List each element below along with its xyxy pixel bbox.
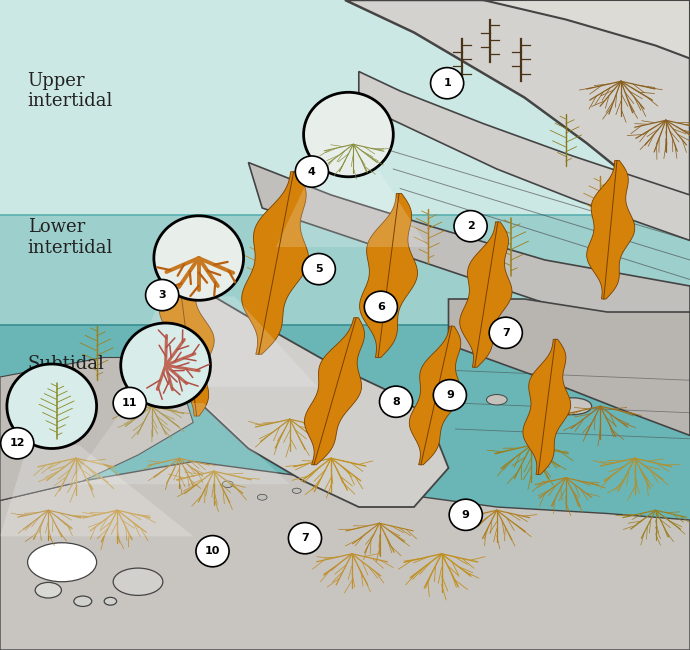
- Circle shape: [196, 536, 229, 567]
- Circle shape: [380, 386, 413, 417]
- Circle shape: [454, 211, 487, 242]
- Circle shape: [7, 364, 97, 448]
- Text: 9: 9: [462, 510, 470, 520]
- Polygon shape: [359, 72, 690, 240]
- Circle shape: [304, 92, 393, 177]
- Polygon shape: [523, 339, 571, 474]
- Polygon shape: [409, 326, 461, 465]
- Ellipse shape: [257, 494, 267, 500]
- Circle shape: [449, 499, 482, 530]
- Text: Upper
intertidal: Upper intertidal: [28, 72, 113, 110]
- Circle shape: [121, 323, 210, 408]
- Text: 9: 9: [446, 390, 454, 400]
- Ellipse shape: [113, 568, 163, 595]
- Ellipse shape: [222, 481, 233, 488]
- Ellipse shape: [292, 488, 301, 493]
- Ellipse shape: [35, 582, 61, 598]
- Text: 7: 7: [502, 328, 510, 338]
- FancyBboxPatch shape: [0, 214, 690, 650]
- Circle shape: [431, 68, 464, 99]
- Text: 8: 8: [392, 396, 400, 407]
- Text: 3: 3: [158, 290, 166, 300]
- Text: 6: 6: [377, 302, 385, 312]
- Ellipse shape: [104, 597, 117, 605]
- Text: 1: 1: [443, 78, 451, 88]
- Text: 12: 12: [10, 438, 25, 448]
- Text: Lower
intertidal: Lower intertidal: [28, 218, 113, 257]
- FancyBboxPatch shape: [0, 325, 690, 650]
- Circle shape: [302, 254, 335, 285]
- Circle shape: [364, 291, 397, 322]
- Polygon shape: [159, 261, 214, 416]
- Circle shape: [433, 380, 466, 411]
- Circle shape: [288, 523, 322, 554]
- Text: 2: 2: [466, 221, 475, 231]
- Polygon shape: [345, 0, 690, 227]
- Circle shape: [113, 387, 146, 419]
- Polygon shape: [460, 222, 512, 367]
- Text: 4: 4: [308, 166, 316, 177]
- Ellipse shape: [74, 596, 92, 606]
- Polygon shape: [276, 172, 428, 247]
- Text: 11: 11: [122, 398, 137, 408]
- Polygon shape: [448, 299, 690, 436]
- Polygon shape: [0, 445, 193, 536]
- Polygon shape: [304, 318, 364, 465]
- Polygon shape: [69, 403, 290, 484]
- Polygon shape: [586, 161, 635, 299]
- Polygon shape: [241, 172, 308, 354]
- Polygon shape: [0, 358, 193, 500]
- Text: 5: 5: [315, 264, 323, 274]
- Ellipse shape: [553, 398, 591, 415]
- Text: 7: 7: [301, 533, 309, 543]
- Circle shape: [489, 317, 522, 348]
- Ellipse shape: [486, 395, 507, 405]
- Ellipse shape: [28, 543, 97, 582]
- Polygon shape: [359, 194, 417, 358]
- Polygon shape: [248, 162, 690, 344]
- Circle shape: [154, 216, 244, 300]
- Circle shape: [146, 280, 179, 311]
- Polygon shape: [0, 462, 690, 650]
- Polygon shape: [483, 0, 690, 58]
- Polygon shape: [159, 292, 448, 507]
- Text: 10: 10: [205, 546, 220, 556]
- Circle shape: [1, 428, 34, 459]
- Circle shape: [295, 156, 328, 187]
- Text: Subtidal: Subtidal: [28, 355, 104, 373]
- Polygon shape: [121, 296, 317, 387]
